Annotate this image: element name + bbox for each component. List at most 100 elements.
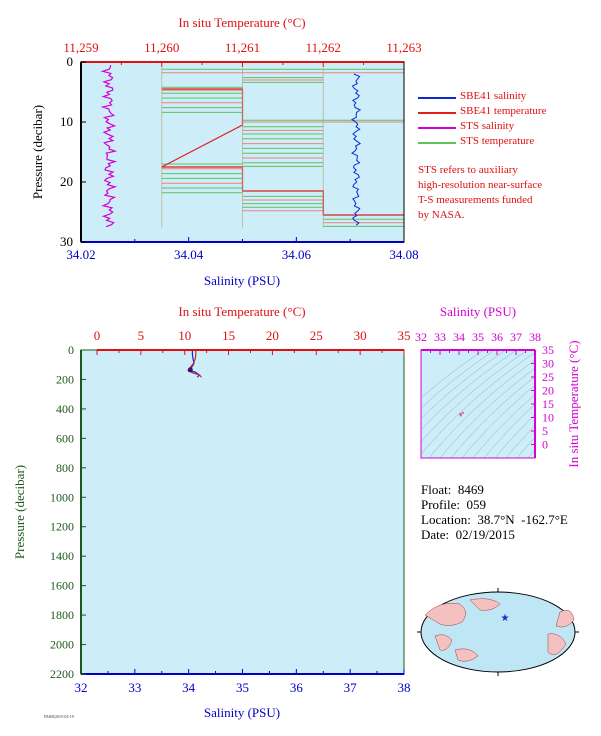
ts-density-contour [472, 394, 535, 458]
ts-point [461, 411, 464, 415]
full-profile-axes: 32 33 34 35 36 37 38 0 5 10 15 20 25 30 35 0 200 400 600 80… [50, 328, 411, 695]
ts-salinity-axis-tick-label: 32 [415, 330, 427, 344]
full-profile-salinity-axis-tick-label: 32 [75, 680, 88, 695]
ts-temperature-axis-tick-label: 15 [542, 397, 554, 411]
profile-number: Profile: 059 [421, 497, 486, 512]
near-surface-pressure-axis-tick-label: 10 [60, 114, 73, 129]
full-profile-salinity-axis-tick-label: 38 [398, 680, 411, 695]
near-surface-salinity-axis-tick-label: 34.08 [389, 247, 418, 262]
ts-point [459, 414, 463, 417]
legend-label: SBE41 temperature [460, 105, 547, 117]
ts-temperature-axis-tick-label: 35 [542, 343, 554, 357]
ts-density-contour [421, 350, 529, 442]
map-landmass [424, 602, 466, 626]
ts-density-contour [494, 414, 535, 458]
near-surface-pressure-axis-tick-label: 30 [60, 234, 73, 249]
full-profile-pressure-axis-tick-label: 1400 [50, 549, 74, 563]
ts-density-contour [421, 350, 507, 419]
legend-label: STS temperature [460, 135, 535, 147]
note-line: by NASA. [418, 209, 465, 221]
float-location: Location: 38.7°N -162.7°E [421, 512, 568, 527]
map-landmasses [424, 598, 575, 662]
full-profile-salinity-axis-tick-label: 37 [344, 680, 358, 695]
ts-salinity-axis-tick-label: 37 [510, 330, 522, 344]
ts-salinity-axis-tick-label: 33 [434, 330, 446, 344]
full-profile-temperature-axis-tick-label: 25 [310, 328, 323, 343]
legend-label: STS salinity [460, 120, 515, 132]
float-id: Float: 8469 [421, 482, 484, 497]
ts-temperature-axis-tick-label: 0 [542, 438, 548, 452]
ts-salinity-axis-tick-label: 38 [529, 330, 541, 344]
ts-diagram-points [459, 411, 464, 417]
full-profile-salinity-axis-tick-label: 35 [236, 680, 249, 695]
map-graticule-ticks [417, 588, 579, 676]
ts-density-contour [421, 350, 496, 409]
map-landmass [454, 648, 479, 662]
near-surface-temperature-axis-tick-label: 11,263 [386, 40, 421, 55]
near-surface-temperature-axis-tick-label: 11,260 [144, 40, 179, 55]
legend-swatch-sts-temperature [418, 142, 456, 144]
near-surface-pressure-axis-tick-label: 20 [60, 174, 73, 189]
full-profile-pressure-axis-tick-label: 1200 [50, 520, 74, 534]
profile-marker [187, 367, 193, 373]
near-surface-pressure-axis-tick-label: 0 [67, 54, 74, 69]
ts-density-contour [421, 350, 518, 431]
near-surface-salinity-axis-title: Salinity (PSU) [204, 273, 280, 288]
ts-temperature-axis-tick-label: 20 [542, 384, 554, 398]
full-profile-salinity-axis-title: Salinity (PSU) [204, 705, 280, 720]
full-profile-temperature-axis-tick-label: 10 [178, 328, 191, 343]
full-profile-temperature-axis-tick-label: 15 [222, 328, 235, 343]
ts-density-contour [483, 403, 535, 458]
ts-density-contour [461, 384, 535, 458]
note-line: T-S measurements funded [418, 194, 533, 206]
full-profile-pressure-axis-tick-label: 2000 [50, 638, 74, 652]
full-profile-temperature-axis-tick-label: 30 [354, 328, 367, 343]
full-profile-plot-area [80, 349, 405, 675]
near-surface-salinity-axis-tick-label: 34.06 [282, 247, 312, 262]
legend-swatch-sts-salinity [418, 127, 456, 129]
ts-salinity-axis-tick-label: 35 [472, 330, 484, 344]
ts-salinity-axis-tick-label: 36 [491, 330, 503, 344]
full-profile-pressure-axis-tick-label: 0 [68, 343, 74, 357]
sbe-salinity-line [350, 73, 362, 226]
full-profile-pressure-axis-tick-label: 1800 [50, 608, 74, 622]
ts-temperature-axis-title: In situ Temperature (°C) [566, 340, 581, 467]
near-surface-pressure-axis-title: Pressure (decibar) [30, 105, 45, 199]
full-profile-temperature-axis-tick-label: 35 [398, 328, 411, 343]
full-profile-pressure-axis-tick-label: 1000 [50, 490, 74, 504]
full-profile-temperature-axis-tick-label: 20 [266, 328, 279, 343]
full-profile-pressure-axis-tick-label: 200 [56, 372, 74, 386]
full-profile-salinity-axis-tick-label: 33 [128, 680, 141, 695]
note-line: high-resolution near-surface [418, 179, 543, 191]
full-profile-pressure-axis-tick-label: 1600 [50, 579, 74, 593]
ts-density-contour [428, 359, 535, 458]
map-landmass [555, 610, 575, 628]
ts-temperature-axis-tick-label: 30 [542, 357, 554, 371]
full-profile-pressure-axis-title: Pressure (decibar) [12, 465, 27, 559]
near-surface-temperature-axis-title: In situ Temperature (°C) [178, 15, 305, 30]
ts-density-contours [421, 350, 535, 458]
ts-temperature-axis-tick-label: 10 [542, 411, 554, 425]
full-profile-panel: 32 33 34 35 36 37 38 0 5 10 15 20 25 30 35 0 200 400 600 80… [12, 304, 411, 720]
legend-swatch-sbe-salinity [418, 97, 456, 99]
full-profile-pressure-axis-tick-label: 2200 [50, 667, 74, 681]
full-profile-temperature-axis-title: In situ Temperature (°C) [178, 304, 305, 319]
world-map: ★ [417, 588, 579, 676]
full-profile-temperature-axis-tick-label: 5 [138, 328, 145, 343]
near-surface-panel: 34.02 34.04 34.06 34.08 11,259 11,260 11,261 11… [30, 15, 422, 288]
full-profile-pressure-axis-tick-label: 800 [56, 461, 74, 475]
near-surface-series [100, 64, 404, 228]
footer-code: F8469|2015-02-19 [44, 714, 74, 719]
ts-temperature-axis-tick-label: 25 [542, 370, 554, 384]
full-profile-series [187, 350, 202, 378]
full-profile-pressure-axis-tick-label: 600 [56, 431, 74, 445]
full-profile-salinity-axis-tick-label: 36 [290, 680, 304, 695]
sts-salinity-line [100, 64, 118, 228]
near-surface-temperature-axis-tick-label: 11,259 [63, 40, 98, 55]
ts-density-contour [421, 352, 535, 455]
near-surface-temperature-axis-tick-label: 11,261 [225, 40, 260, 55]
near-surface-salinity-axis-tick-label: 34.02 [66, 247, 95, 262]
